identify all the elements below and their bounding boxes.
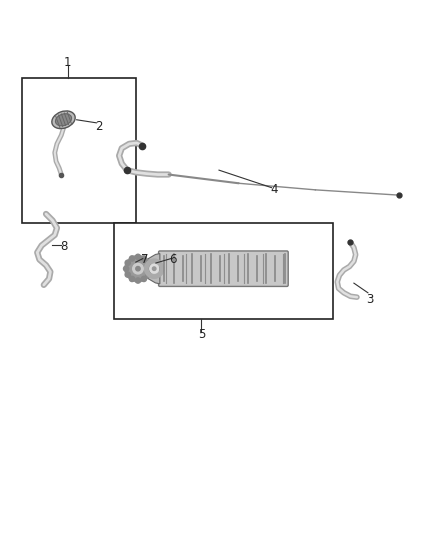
Text: 8: 8 <box>60 240 67 253</box>
Ellipse shape <box>56 114 71 126</box>
Text: 4: 4 <box>270 183 278 196</box>
Bar <box>22 78 136 223</box>
Circle shape <box>136 266 140 271</box>
Bar <box>114 223 333 319</box>
Circle shape <box>124 266 129 271</box>
Circle shape <box>125 272 131 277</box>
Circle shape <box>129 256 135 261</box>
Polygon shape <box>136 254 160 284</box>
Circle shape <box>147 266 152 271</box>
Circle shape <box>152 267 156 270</box>
Circle shape <box>141 276 146 281</box>
Circle shape <box>145 260 151 265</box>
Text: 2: 2 <box>95 120 102 133</box>
Text: 3: 3 <box>367 293 374 306</box>
Circle shape <box>150 264 159 273</box>
Circle shape <box>135 278 141 283</box>
Circle shape <box>129 276 135 281</box>
Text: 6: 6 <box>169 253 177 266</box>
FancyBboxPatch shape <box>159 251 288 286</box>
Ellipse shape <box>52 111 75 128</box>
Text: 5: 5 <box>198 328 205 341</box>
Circle shape <box>125 260 131 265</box>
Circle shape <box>145 272 151 277</box>
Circle shape <box>135 254 141 260</box>
Circle shape <box>141 256 146 261</box>
Circle shape <box>125 255 151 282</box>
Text: 1: 1 <box>64 56 72 69</box>
Text: 7: 7 <box>141 253 148 266</box>
Circle shape <box>133 263 143 274</box>
